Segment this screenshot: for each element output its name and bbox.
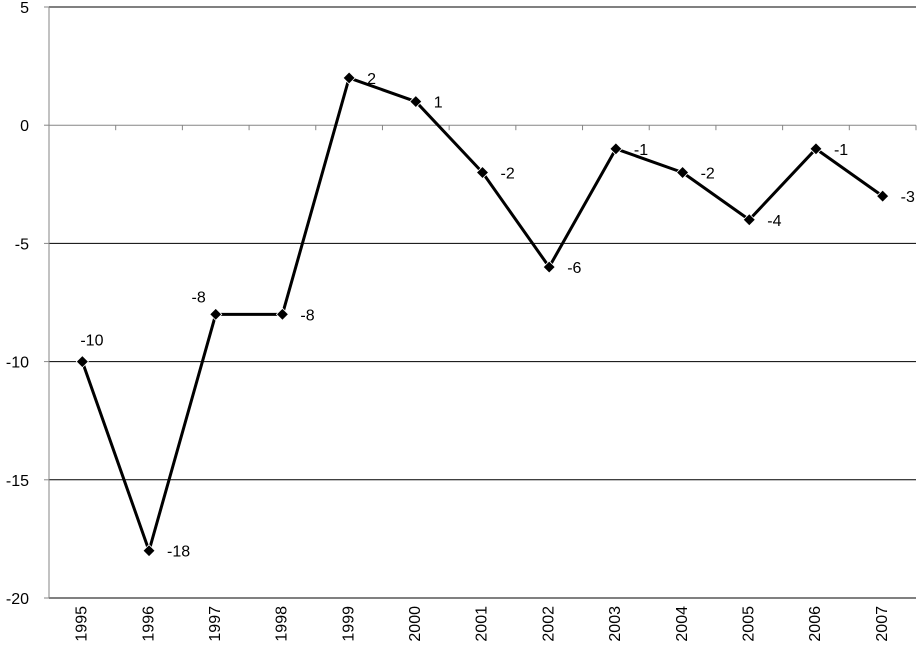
data-label: -10 — [80, 333, 103, 350]
data-point-marker — [209, 307, 223, 321]
x-tick-label: 1997 — [207, 606, 224, 642]
axes — [44, 6, 917, 599]
x-tick-label: 2000 — [407, 606, 424, 642]
x-tick-label: 2004 — [674, 606, 691, 642]
x-tick-label: 2003 — [607, 606, 624, 642]
y-tick-label: -5 — [15, 236, 29, 253]
data-point-marker — [809, 142, 823, 156]
data-label: -2 — [701, 165, 715, 182]
y-axis-tick-labels: 5 0 -5 -10 -15 -20 — [6, 0, 29, 608]
data-point-marker — [676, 165, 690, 180]
x-tick-label: 1995 — [74, 606, 91, 642]
x-tick-label: 1998 — [274, 606, 291, 642]
y-tick-label: 0 — [20, 118, 29, 135]
gridlines — [49, 6, 916, 599]
x-tick-label: 2005 — [740, 606, 757, 642]
data-label: -18 — [167, 544, 190, 561]
data-label: -6 — [567, 260, 581, 277]
x-tick-label: 2002 — [540, 606, 557, 642]
data-label: 1 — [434, 95, 443, 112]
x-tick-label: 1999 — [340, 606, 357, 642]
data-labels: -10 -18 -8 -8 2 1 -2 -6 -1 -2 -4 -1 -3 — [80, 71, 915, 561]
data-label: -8 — [191, 289, 205, 306]
y-tick-label: 5 — [20, 0, 29, 17]
data-point-marker — [742, 213, 756, 227]
data-point-marker — [75, 355, 89, 369]
data-point-marker — [876, 189, 890, 203]
x-tick-label: 1996 — [140, 606, 157, 642]
data-label: -3 — [901, 189, 915, 206]
x-tick-label: 2007 — [874, 606, 891, 642]
data-point-marker — [142, 544, 156, 558]
data-label: -1 — [634, 142, 648, 159]
y-tick-label: -15 — [6, 473, 29, 490]
x-axis-tick-labels: 1995 1996 1997 1998 1999 2000 2001 2002 2003 2004… — [74, 606, 891, 642]
data-point-marker — [275, 307, 289, 321]
x-tick-label: 2006 — [807, 606, 824, 642]
data-point-marker — [475, 165, 490, 180]
data-point-marker — [342, 71, 356, 85]
data-label: 2 — [367, 71, 376, 88]
x-tick-label: 2001 — [474, 606, 491, 642]
data-point-marker — [542, 260, 556, 274]
y-tick-label: -10 — [6, 355, 29, 372]
y-tick-label: -20 — [6, 591, 29, 608]
series-markers — [75, 71, 890, 558]
data-label: -4 — [767, 213, 781, 230]
data-label: -8 — [300, 307, 314, 324]
data-point-marker — [409, 94, 423, 109]
data-point-marker — [609, 142, 623, 156]
data-label: -1 — [834, 142, 848, 159]
data-label: -2 — [501, 165, 515, 182]
